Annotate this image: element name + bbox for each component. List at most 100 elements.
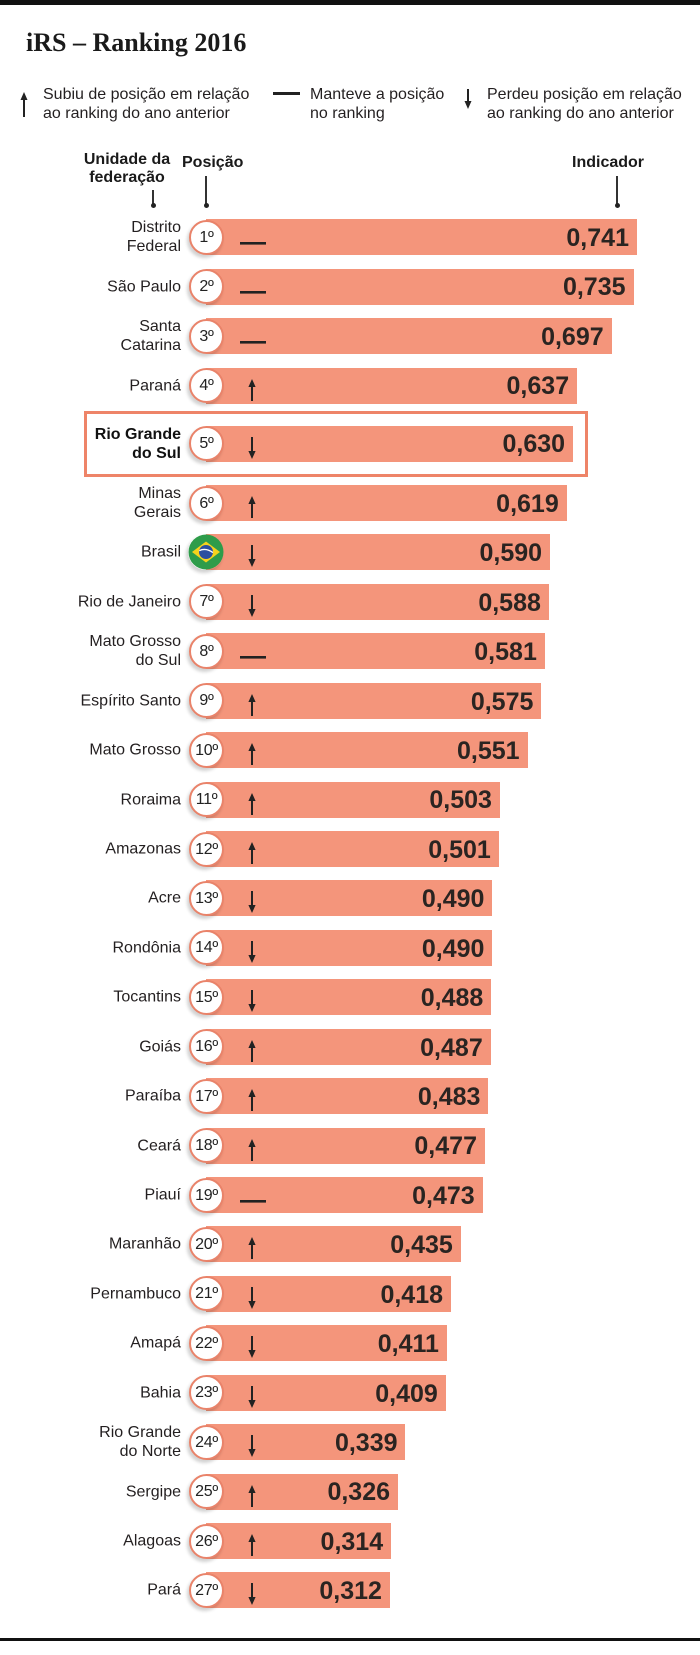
dash-icon [240, 241, 266, 245]
unit-pointer-line [152, 190, 154, 205]
bar [206, 1325, 447, 1362]
position-badge: 21º [189, 1276, 224, 1312]
position-badge: 20º [189, 1226, 224, 1262]
bar [206, 979, 492, 1016]
highlight-box [84, 411, 588, 477]
bar [206, 318, 612, 354]
category-label: São Paulo [107, 278, 181, 295]
arrow-down-icon [248, 1336, 256, 1359]
value-label: 0,326 [327, 1478, 391, 1507]
category-label: Sergipe [125, 1483, 181, 1501]
arrow-up-icon [248, 1484, 256, 1507]
arrow-down-icon [248, 940, 256, 963]
category-label: Paraná [129, 377, 181, 394]
category-label: Brasil [140, 543, 181, 561]
category-label: Acre [148, 889, 181, 907]
value-label: 0,487 [420, 1033, 483, 1062]
dash-icon [240, 655, 266, 659]
category-label: Amapá [130, 1334, 181, 1352]
position-badge: 13º [189, 880, 224, 916]
bottom-rule [0, 1638, 700, 1641]
bar [206, 534, 551, 571]
bar [206, 732, 528, 769]
value-label: 0,314 [320, 1527, 384, 1556]
position-badge: 11º [189, 782, 224, 818]
bar [206, 880, 493, 917]
value-label: 0,488 [420, 984, 484, 1013]
category-label: Alagoas [123, 1532, 181, 1550]
bar [206, 219, 637, 255]
position-badge: 23º [189, 1375, 224, 1411]
value-label: 0,501 [428, 835, 491, 864]
position-pointer-line [205, 176, 207, 205]
value-label: 0,490 [421, 934, 485, 963]
value-label: 0,551 [457, 736, 520, 765]
position-badge: 19º [189, 1177, 224, 1213]
bar [206, 583, 549, 620]
arrow-down-icon [248, 1286, 256, 1309]
column-header-position: Posição [182, 154, 244, 171]
bar [206, 1572, 390, 1609]
arrow-down-icon [464, 89, 472, 109]
bar [206, 1177, 483, 1214]
position-badge: 26º [189, 1523, 224, 1559]
value-label: 0,735 [562, 273, 626, 302]
position-badge: 3º [189, 318, 224, 354]
bar [206, 1424, 406, 1461]
bar [206, 425, 574, 462]
position-badge: 17º [189, 1078, 224, 1114]
position-pointer-dot [203, 203, 209, 208]
value-label: 0,697 [541, 322, 604, 351]
category-label: Pará [147, 1581, 181, 1599]
category-label: Ceará [137, 1137, 181, 1155]
category-label: Minas Gerais [133, 485, 181, 521]
category-label: Pernambuco [90, 1285, 181, 1303]
arrow-down-icon [248, 990, 256, 1013]
position-badge: 10º [189, 732, 224, 768]
brazil-flag-icon [188, 534, 224, 570]
value-label: 0,637 [506, 372, 570, 401]
value-label: 0,418 [380, 1280, 443, 1309]
position-badge: 5º [189, 426, 224, 461]
dash-icon [273, 92, 300, 95]
bar [206, 268, 634, 305]
category-label: Santa Catarina [120, 318, 181, 354]
position-badge: 14º [189, 930, 224, 966]
value-label: 0,741 [566, 223, 629, 252]
position-badge: 8º [189, 633, 224, 669]
bar [206, 1374, 446, 1411]
value-label: 0,477 [414, 1132, 477, 1161]
legend-down-text: Perdeu posição em relação ao ranking do … [487, 86, 682, 122]
value-label: 0,490 [421, 885, 485, 914]
arrow-up-icon [248, 842, 256, 864]
value-label: 0,581 [474, 638, 537, 667]
category-label: Mato Grosso do Sul [89, 633, 181, 670]
value-label: 0,411 [377, 1330, 439, 1359]
position-badge: 22º [189, 1325, 224, 1361]
value-label: 0,503 [429, 786, 492, 815]
dash-icon [240, 291, 266, 294]
bar [206, 1275, 451, 1312]
arrow-up-icon [248, 496, 256, 518]
category-label: Piauí [144, 1186, 181, 1204]
chart-title: iRS – Ranking 2016 [26, 28, 247, 57]
arrow-up-icon [248, 1138, 256, 1161]
position-badge: 9º [189, 683, 224, 719]
arrow-down-icon [248, 545, 256, 568]
position-badge: 25º [189, 1474, 224, 1510]
arrow-down-icon [248, 1583, 256, 1606]
position-badge: 12º [189, 831, 224, 867]
category-label: Paraíba [124, 1087, 181, 1105]
top-rule [0, 0, 700, 5]
position-badge: 1º [189, 219, 224, 255]
bar [206, 633, 545, 670]
indicator-pointer-line [616, 176, 618, 205]
arrow-up-icon [248, 1237, 256, 1260]
value-label: 0,630 [502, 430, 566, 459]
bar [206, 682, 542, 719]
value-label: 0,435 [390, 1231, 453, 1260]
position-badge: 27º [189, 1572, 224, 1608]
category-label: Roraima [120, 791, 181, 809]
